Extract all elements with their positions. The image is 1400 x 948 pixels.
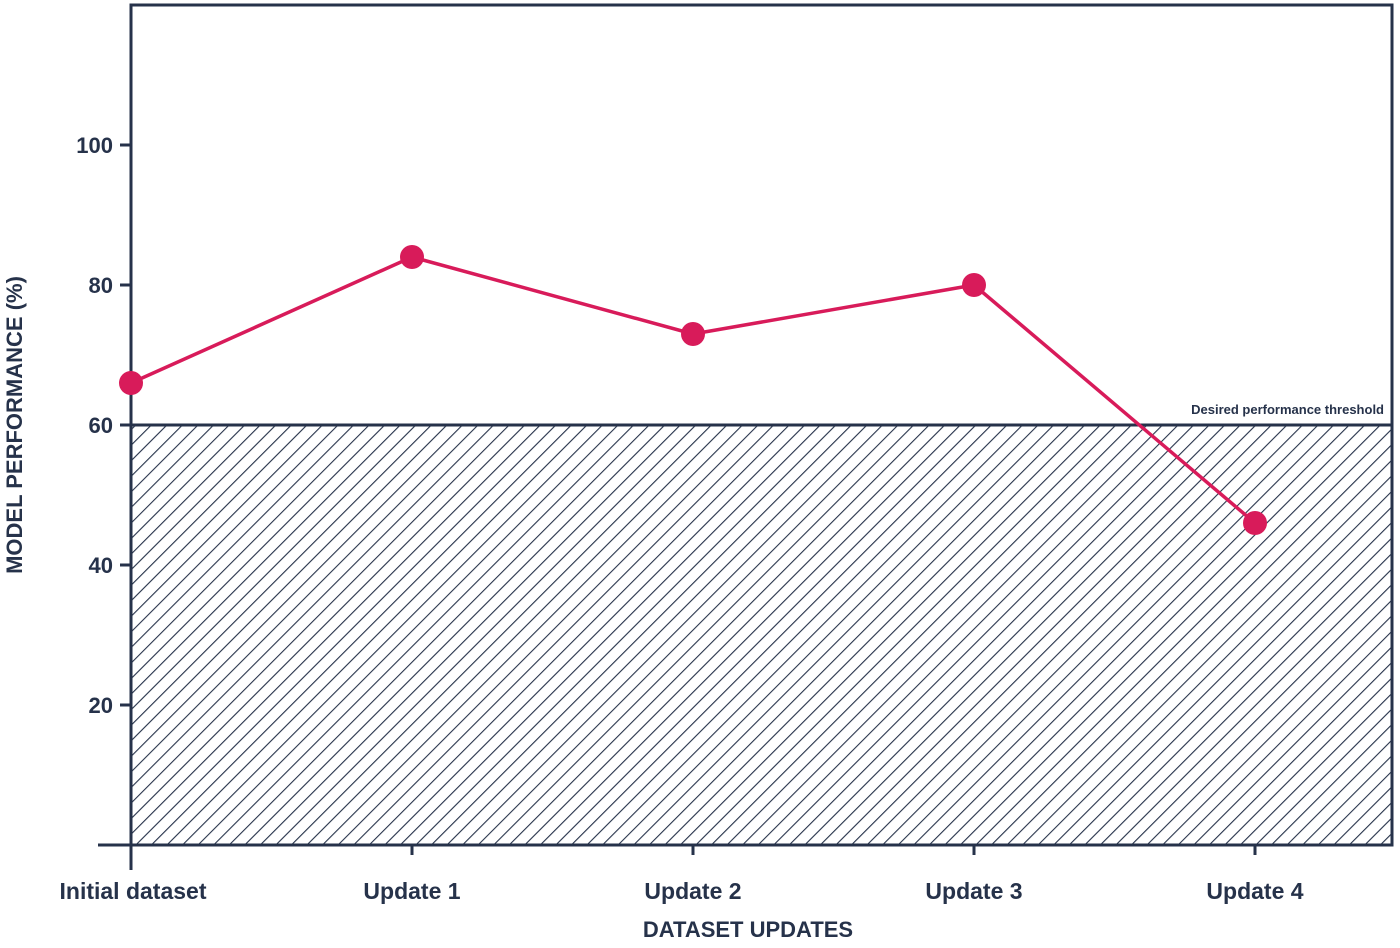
y-axis-title: MODEL PERFORMANCE (%) xyxy=(2,276,27,574)
y-tick-label: 20 xyxy=(89,693,113,718)
data-point xyxy=(1243,511,1267,535)
y-axis-ticks: 20 40 60 80 100 xyxy=(76,133,131,718)
y-tick-label: 80 xyxy=(89,273,113,298)
x-axis-title: DATASET UPDATES xyxy=(643,917,853,942)
data-point xyxy=(119,371,143,395)
x-tick-label: Update 1 xyxy=(363,878,460,904)
data-point xyxy=(962,273,986,297)
x-axis-ticks: Initial dataset Update 1 Update 2 Update 3 U… xyxy=(60,845,1304,904)
data-point xyxy=(400,245,424,269)
x-tick-label: Update 2 xyxy=(644,878,741,904)
series-performance xyxy=(119,245,1267,535)
data-point xyxy=(681,322,705,346)
threshold-label: Desired performance threshold xyxy=(1191,402,1384,417)
below-threshold-hatched-region xyxy=(131,425,1392,845)
x-tick-label: Update 3 xyxy=(925,878,1022,904)
y-tick-label: 60 xyxy=(89,413,113,438)
x-tick-label: Initial dataset xyxy=(60,878,207,904)
y-tick-label: 100 xyxy=(76,133,113,158)
x-tick-label: Update 4 xyxy=(1206,878,1303,904)
y-tick-label: 40 xyxy=(89,553,113,578)
